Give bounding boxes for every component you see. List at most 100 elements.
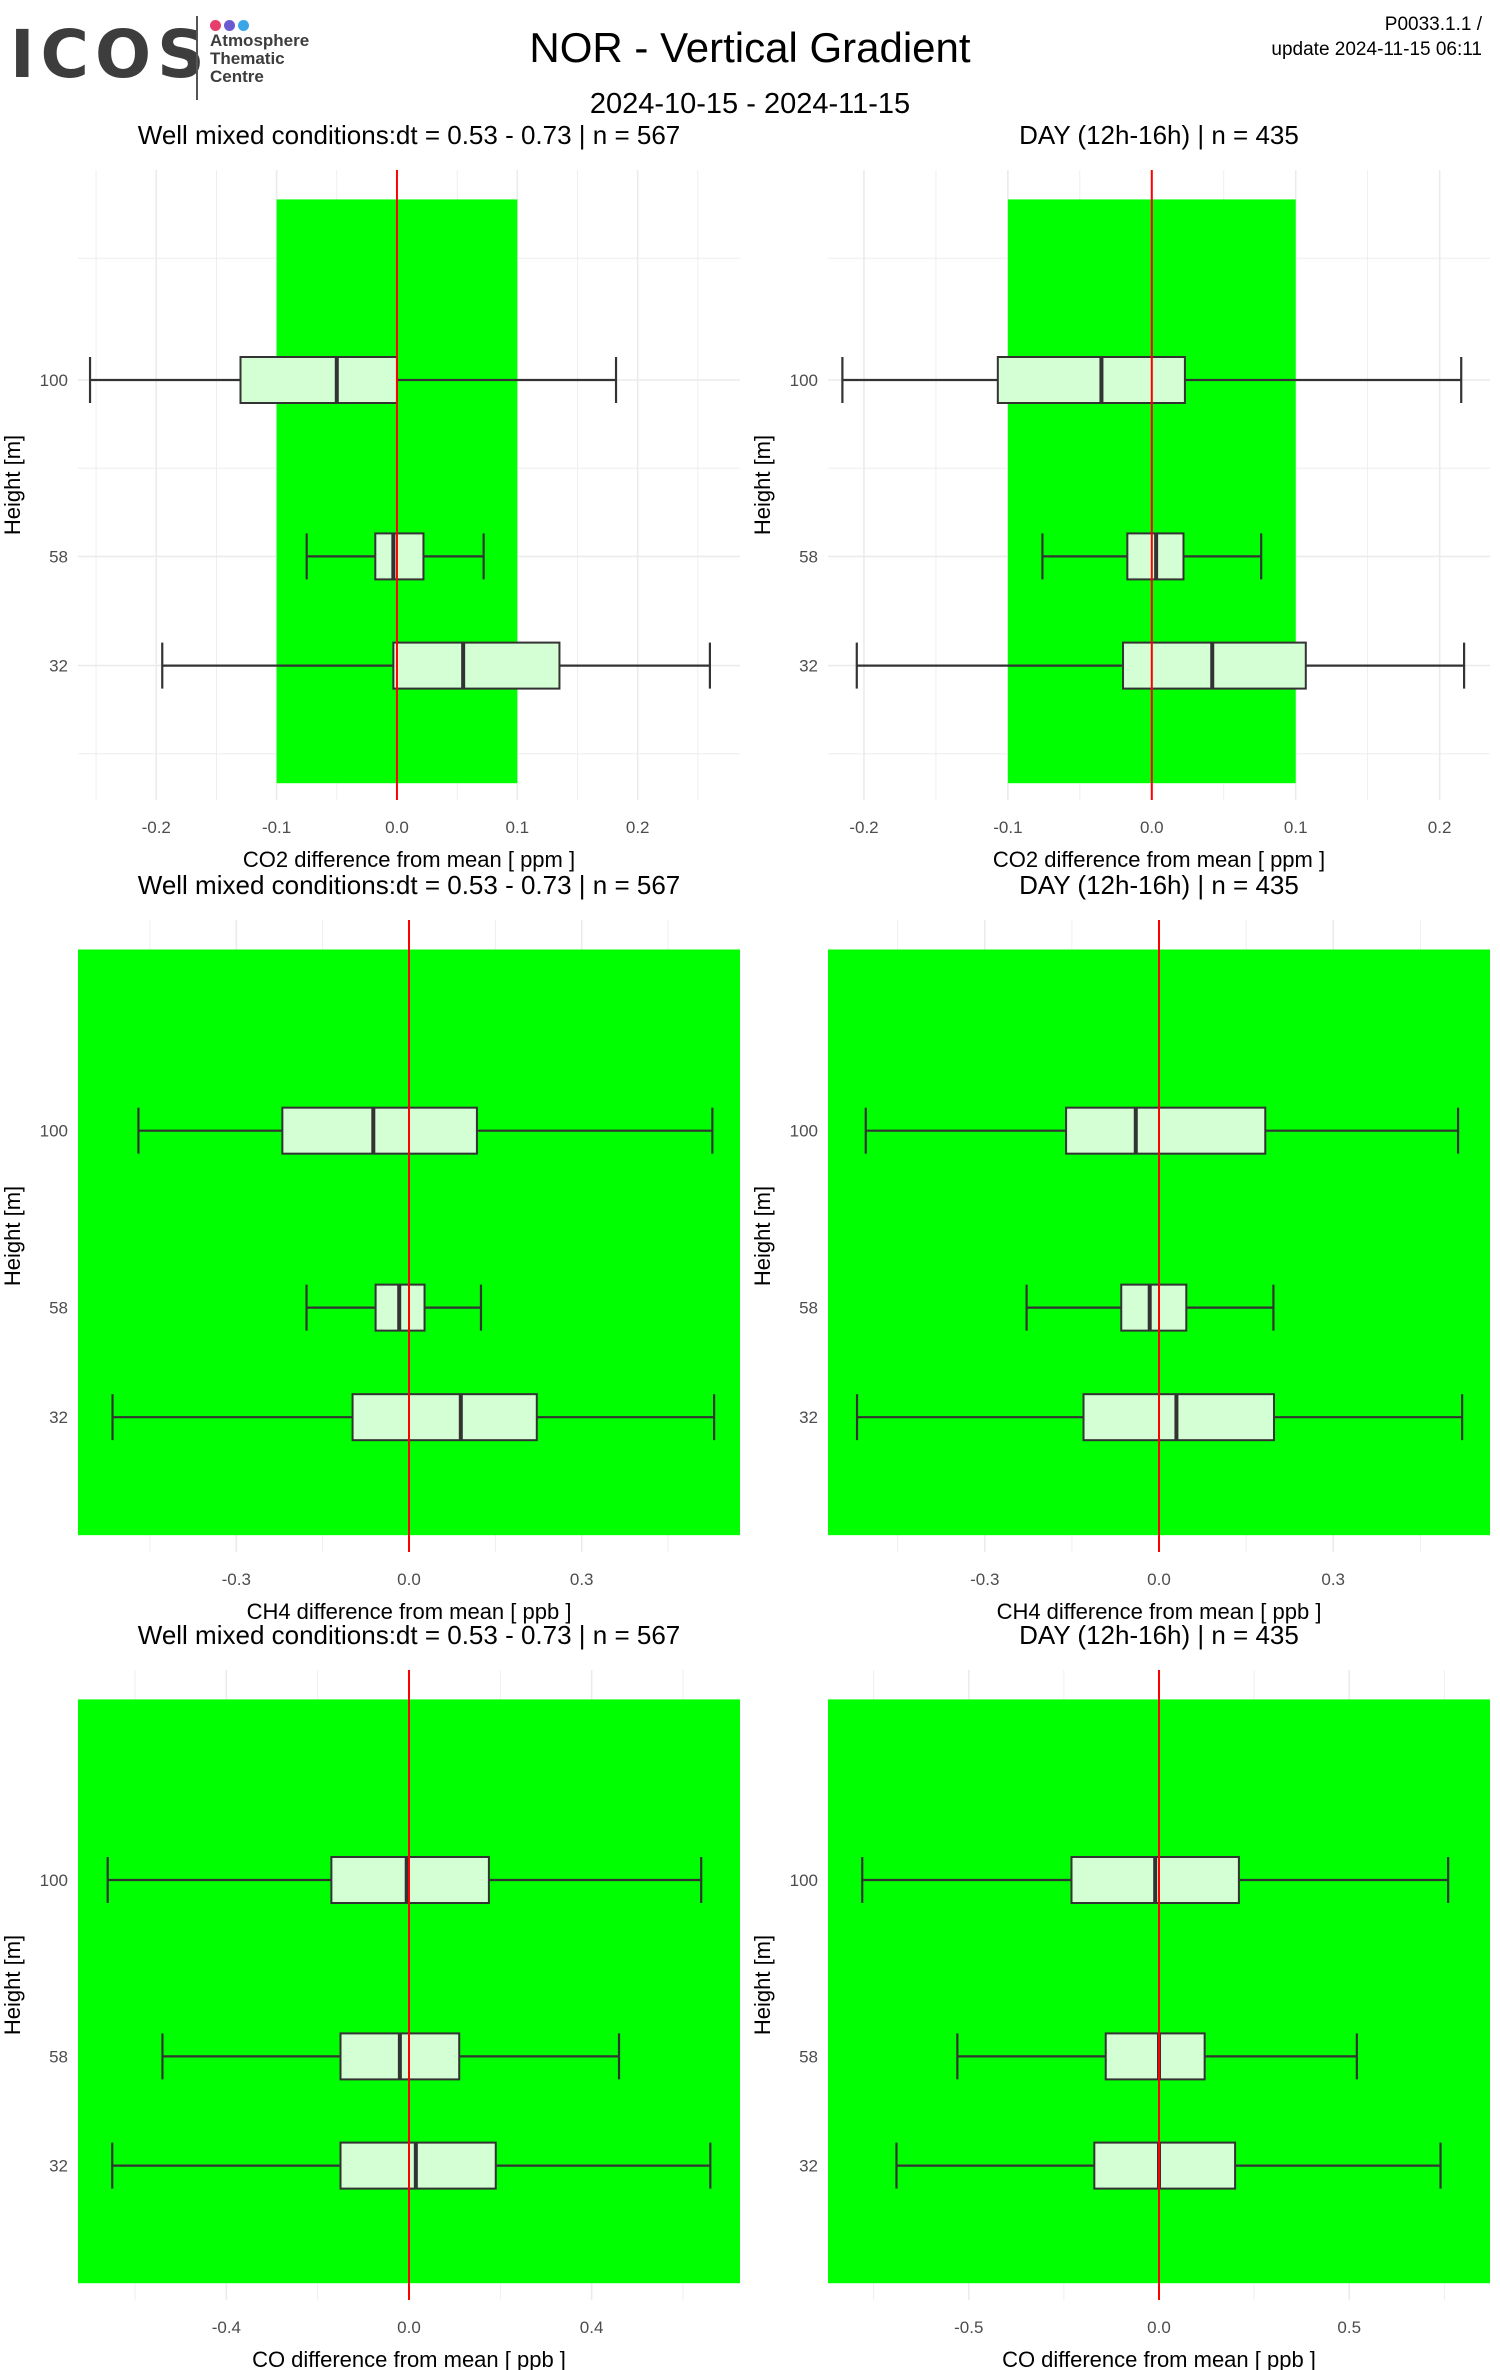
y-tick-label: 32	[49, 1408, 68, 1427]
y-tick-label: 32	[799, 657, 818, 676]
y-tick-label: 58	[49, 2047, 68, 2066]
y-axis-label: Height [m]	[750, 435, 775, 535]
iqr-box	[996, 356, 1186, 404]
box-58	[1025, 1283, 1275, 1332]
chart-title: Well mixed conditions:dt = 0.53 - 0.73 |…	[138, 120, 680, 150]
y-tick-label: 58	[799, 1299, 818, 1318]
iqr-box	[239, 356, 398, 404]
iqr-box	[1082, 1393, 1275, 1442]
iqr-box	[339, 2141, 497, 2190]
x-tick-label: 0.1	[1284, 818, 1308, 837]
x-tick-label: -0.3	[222, 1570, 251, 1589]
iqr-box	[1120, 1283, 1188, 1332]
box-32	[111, 1393, 716, 1442]
chart-title: DAY (12h-16h) | n = 435	[1019, 120, 1299, 150]
y-axis-label: Height [m]	[750, 1186, 775, 1286]
page-title: NOR - Vertical Gradient	[529, 24, 971, 71]
x-tick-label: 0.2	[626, 818, 650, 837]
logo-dot	[224, 20, 235, 31]
x-tick-label: 0.0	[385, 818, 409, 837]
x-tick-label: -0.4	[212, 2318, 241, 2337]
chart-panel-4: DAY (12h-16h) | n = 435 -0.3 0.0 0.3 100 58 32…	[750, 870, 1490, 1624]
x-tick-label: 0.2	[1428, 818, 1452, 837]
iqr-box	[330, 1856, 490, 1904]
y-tick-label: 100	[790, 1871, 818, 1890]
iqr-box	[392, 641, 561, 690]
iqr-box	[1065, 1106, 1267, 1155]
x-axis-label: CO difference from mean [ ppb ]	[252, 2347, 566, 2370]
y-tick-label: 32	[799, 1408, 818, 1427]
x-axis-label: CH4 difference from mean [ ppb ]	[997, 1599, 1322, 1624]
y-axis-label: Height [m]	[0, 1935, 25, 2035]
logo-separator	[196, 16, 198, 100]
chart-title: Well mixed conditions:dt = 0.53 - 0.73 |…	[138, 870, 680, 900]
x-tick-label: 0.0	[1140, 818, 1164, 837]
y-tick-label: 100	[790, 1122, 818, 1141]
logo-dot	[210, 20, 221, 31]
box-58	[1041, 532, 1263, 581]
box-58	[305, 532, 485, 581]
iqr-box	[374, 532, 425, 581]
y-tick-label: 100	[40, 1122, 68, 1141]
box-100	[106, 1856, 703, 1904]
box-32	[895, 2141, 1442, 2190]
y-tick-label: 32	[49, 657, 68, 676]
x-axis-label: CO2 difference from mean [ ppm ]	[243, 847, 575, 872]
logo-line-centre: Centre	[210, 67, 264, 86]
x-tick-label: -0.5	[954, 2318, 983, 2337]
box-32	[855, 641, 1466, 690]
box-100	[841, 356, 1463, 404]
box-58	[305, 1283, 483, 1332]
chart-panel-1: Well mixed conditions:dt = 0.53 - 0.73 |…	[0, 120, 740, 872]
box-58	[161, 2032, 621, 2081]
y-tick-label: 32	[49, 2157, 68, 2176]
y-axis-label: Height [m]	[0, 435, 25, 535]
x-tick-label: -0.1	[262, 818, 291, 837]
version-label: P0033.1.1 /	[1384, 14, 1482, 35]
iqr-box	[1093, 2141, 1237, 2190]
logo-line-thematic: Thematic	[210, 49, 285, 68]
box-58	[956, 2032, 1358, 2081]
x-tick-label: 0.0	[397, 2318, 421, 2337]
x-tick-label: 0.3	[1321, 1570, 1345, 1589]
x-tick-label: -0.3	[970, 1570, 999, 1589]
x-tick-label: 0.1	[506, 818, 530, 837]
iqr-box	[1122, 641, 1307, 690]
y-tick-label: 58	[49, 547, 68, 566]
chart-title: DAY (12h-16h) | n = 435	[1019, 870, 1299, 900]
logo-dot	[238, 20, 249, 31]
chart-panel-3: Well mixed conditions:dt = 0.53 - 0.73 |…	[0, 870, 740, 1624]
logo-line-atmosphere: Atmosphere	[210, 31, 310, 50]
iqr-box	[281, 1106, 478, 1155]
y-tick-label: 100	[40, 371, 68, 390]
y-tick-label: 58	[49, 1299, 68, 1318]
y-tick-label: 32	[799, 2157, 818, 2176]
y-tick-label: 100	[40, 1871, 68, 1890]
x-tick-label: 0.0	[397, 1570, 421, 1589]
y-tick-label: 58	[799, 547, 818, 566]
chart-title: DAY (12h-16h) | n = 435	[1019, 1620, 1299, 1650]
box-100	[864, 1106, 1460, 1155]
x-axis-label: CH4 difference from mean [ ppb ]	[247, 1599, 572, 1624]
box-100	[137, 1106, 714, 1155]
x-tick-label: 0.0	[1147, 2318, 1171, 2337]
icos-logo: ICOS Atmosphere Thematic Centre	[10, 16, 330, 100]
logo-dots-icon	[210, 18, 252, 36]
y-tick-label: 100	[790, 371, 818, 390]
chart-panel-2: DAY (12h-16h) | n = 435 -0.2 -0.1 0.0 0.1 0.2…	[750, 120, 1490, 872]
x-tick-label: -0.1	[993, 818, 1022, 837]
box-32	[855, 1393, 1464, 1442]
x-axis-label: CO difference from mean [ ppb ]	[1002, 2347, 1316, 2370]
update-timestamp: update 2024-11-15 06:11	[1271, 39, 1482, 60]
y-tick-label: 58	[799, 2047, 818, 2066]
x-tick-label: 0.3	[570, 1570, 594, 1589]
date-range: 2024-10-15 - 2024-11-15	[589, 88, 911, 120]
x-tick-label: -0.2	[142, 818, 171, 837]
x-tick-label: 0.4	[580, 2318, 604, 2337]
box-100	[88, 356, 618, 404]
box-100	[861, 1856, 1450, 1904]
chart-panel-6: DAY (12h-16h) | n = 435 -0.5 0.0 0.5 100 58 32…	[750, 1620, 1490, 2370]
x-axis-label: CO2 difference from mean [ ppm ]	[993, 847, 1325, 872]
x-tick-label: 0.5	[1337, 2318, 1361, 2337]
